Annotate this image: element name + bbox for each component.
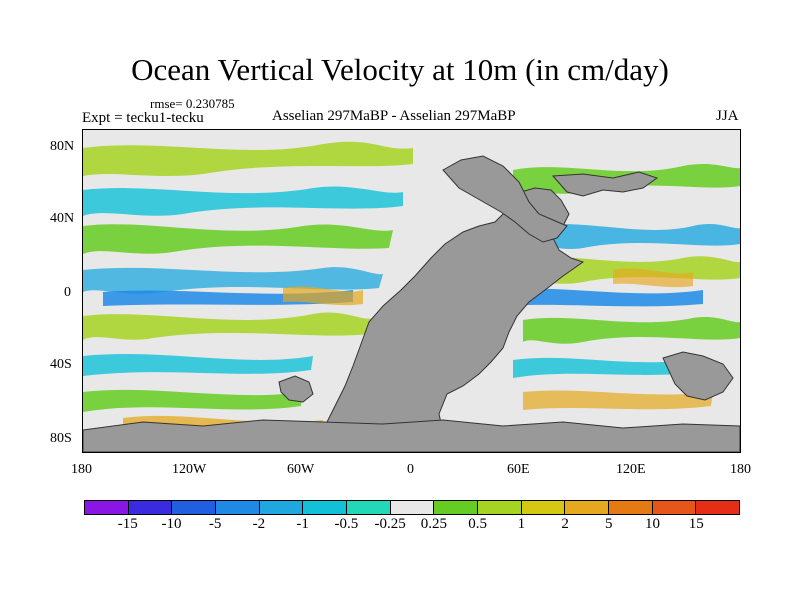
rmse-label: rmse= 0.230785	[150, 96, 235, 111]
colorbar-label: -0.25	[374, 516, 406, 532]
colorbar-swatch	[696, 501, 740, 514]
field-band	[283, 286, 363, 306]
field-band	[83, 389, 303, 412]
field-band	[83, 141, 413, 176]
colorbar-swatch	[216, 501, 260, 514]
lat-label-40s: 40S	[50, 357, 72, 372]
colorbar-label: 0.25	[420, 516, 447, 532]
colorbar-label: -15	[117, 516, 138, 532]
land-masses	[83, 155, 740, 452]
colorbar-label: -0.5	[334, 516, 359, 532]
field-band	[523, 390, 713, 410]
lon-label-0: 0	[407, 462, 414, 477]
eastern-peninsula	[662, 351, 734, 401]
field-band	[513, 357, 703, 378]
colorbar	[84, 500, 740, 515]
lat-label-80s: 80S	[50, 431, 72, 446]
colorbar-swatch	[390, 501, 435, 514]
colorbar-label: 10	[645, 516, 661, 532]
colorbar-swatch	[172, 501, 217, 514]
north-landmass	[442, 155, 568, 243]
colorbar-swatch	[128, 501, 173, 514]
lon-label-180w: 180	[71, 462, 92, 477]
colorbar-swatch	[85, 501, 129, 514]
map-panel	[82, 129, 741, 453]
colorbar-label: 2	[561, 516, 569, 532]
colorbar-label: -1	[296, 516, 309, 532]
colorbar-label: 1	[517, 516, 526, 532]
colorbar-label: 5	[605, 516, 613, 532]
colorbar-swatch	[521, 501, 566, 514]
eastern-landmass	[551, 171, 659, 197]
period-label: Asselian 297MaBP - Asselian 297MaBP	[272, 108, 516, 124]
season-label: JJA	[716, 108, 739, 124]
field-band	[503, 288, 703, 307]
colorbar-swatch	[303, 501, 348, 514]
colorbar-label: 15	[688, 516, 704, 532]
lon-label-60e: 60E	[507, 462, 530, 477]
colorbar-swatch	[478, 501, 522, 514]
lon-label-120w: 120W	[172, 462, 207, 477]
field-band	[83, 224, 393, 254]
supercontinent-landmass	[322, 187, 585, 452]
lat-label-0: 0	[64, 285, 71, 300]
lat-label-40n: 40N	[50, 211, 75, 226]
lat-label-80n: 80N	[50, 139, 75, 154]
lon-label-180e: 180	[730, 462, 751, 477]
colorbar-label: -5	[208, 516, 222, 532]
colorbar-swatch	[609, 501, 653, 514]
southern-landmass	[83, 419, 740, 452]
western-island	[278, 375, 314, 403]
colorbar-label: -10	[161, 516, 182, 532]
figure-title: Ocean Vertical Velocity at 10m (in cm/da…	[131, 52, 669, 87]
map-canvas	[83, 130, 740, 452]
field-band	[613, 268, 693, 288]
colorbar-swatch	[347, 501, 391, 514]
lon-label-60w: 60W	[287, 462, 315, 477]
lon-label-120e: 120E	[616, 462, 646, 477]
field-band	[83, 354, 313, 376]
field-band	[523, 317, 740, 344]
colorbar-swatch	[565, 501, 610, 514]
field-band	[83, 186, 403, 216]
colorbar-swatch	[652, 501, 697, 514]
colorbar-swatch	[434, 501, 479, 514]
colorbar-swatch	[259, 501, 304, 514]
field-band	[83, 312, 373, 340]
colorbar-label: 0.5	[468, 516, 487, 532]
colorbar-label: -2	[252, 516, 266, 532]
field-band	[533, 224, 740, 249]
experiment-label: Expt = tecku1-tecku	[82, 110, 204, 126]
